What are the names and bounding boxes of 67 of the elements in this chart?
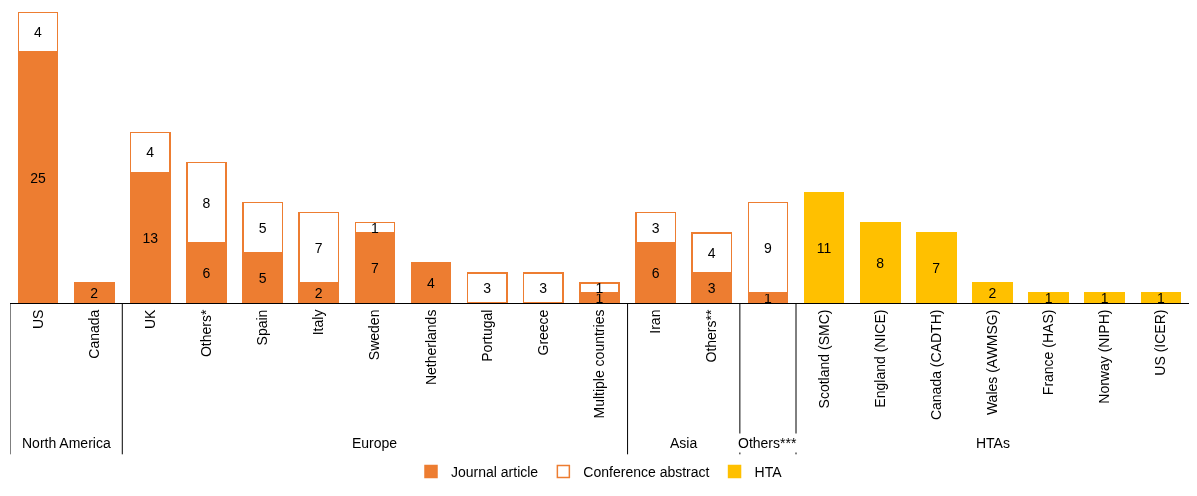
data-label: 4 [146, 144, 155, 161]
data-label: 1 [370, 219, 379, 236]
x-tick-label: US [29, 309, 46, 330]
text: Europe [352, 435, 398, 451]
data-label: 6 [651, 264, 660, 281]
x-tick-label: UK [141, 308, 158, 330]
data-label: 9 [763, 239, 772, 256]
data-label: 6 [202, 264, 211, 281]
x-tick-label: Multiple countries [591, 309, 608, 419]
data-label: 4 [34, 24, 43, 41]
text: North America [22, 435, 111, 451]
x-tick-label: Wales (AWMSG) [984, 309, 1001, 416]
data-label: 5 [258, 269, 267, 286]
x-tick-label: US (ICER) [1152, 309, 1169, 376]
legend-label: Conference abstract [583, 463, 710, 480]
x-tick-label: Others* [198, 309, 215, 358]
data-label: 25 [30, 169, 46, 186]
x-tick-label: Sweden [366, 309, 383, 361]
data-label: 13 [142, 229, 159, 246]
data-label: 1 [1044, 289, 1053, 306]
data-label: 8 [202, 194, 211, 211]
x-tick-label: Norway (NIPH) [1096, 309, 1113, 404]
x-tick-label: Others** [703, 309, 720, 363]
data-label: 5 [258, 219, 267, 236]
x-tick-label: England (NICE) [871, 309, 888, 408]
x-tick-label: Italy [310, 309, 327, 336]
text: Asia [670, 435, 698, 451]
x-tick-label: Portugal [478, 309, 495, 362]
data-label: 3 [539, 279, 548, 296]
text: HTAs [976, 435, 1010, 451]
bar [522, 272, 564, 303]
x-tick-label: Netherlands [422, 309, 439, 386]
data-label: 3 [483, 279, 492, 296]
bar [410, 262, 452, 303]
data-label: 4 [427, 274, 436, 291]
x-tick-label: Canada [85, 309, 102, 359]
data-label: 1 [1156, 289, 1165, 306]
bar [73, 282, 115, 303]
data-label: 2 [314, 284, 323, 301]
bar [466, 272, 508, 303]
data-label: 7 [314, 239, 323, 256]
text: Others*** [738, 435, 797, 451]
x-tick-label: France (HAS) [1040, 309, 1057, 396]
x-tick-label: Canada (CADTH) [927, 309, 944, 421]
data-label: 1 [1100, 289, 1109, 306]
data-label: 3 [651, 219, 660, 236]
bar [1028, 292, 1070, 303]
data-label: 11 [816, 239, 832, 256]
data-label: 7 [932, 259, 941, 276]
legend-label: HTA [754, 463, 783, 480]
x-tick-label: Spain [254, 309, 271, 346]
x-tick-label: Greece [534, 309, 551, 356]
bar [1140, 292, 1182, 303]
legend-label: Journal article [451, 463, 539, 480]
bar [803, 191, 845, 303]
bar [1084, 292, 1126, 303]
x-tick-label: Scotland (SMC) [815, 309, 832, 409]
data-label: 3 [707, 279, 716, 296]
data-label: 8 [876, 254, 885, 271]
data-label: 4 [707, 244, 716, 261]
bar [859, 221, 901, 303]
bar [915, 232, 957, 303]
data-label: 7 [370, 259, 379, 276]
data-label: 2 [90, 284, 99, 301]
bar [972, 282, 1013, 303]
x-tick-label: Iran [647, 309, 664, 334]
data-label: 2 [988, 284, 997, 301]
